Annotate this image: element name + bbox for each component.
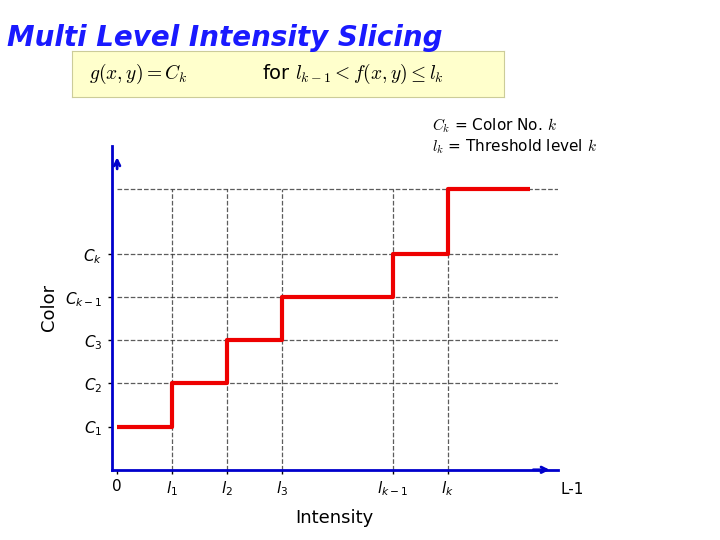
Text: $C_k$ = Color No. $k$: $C_k$ = Color No. $k$: [432, 116, 557, 134]
Text: for $l_{k-1} < f(x, y) \leq l_k$: for $l_{k-1} < f(x, y) \leq l_k$: [262, 62, 444, 86]
Text: L-1: L-1: [561, 482, 584, 497]
Text: $g(x, y) = C_k$: $g(x, y) = C_k$: [89, 62, 188, 86]
Y-axis label: Color: Color: [40, 284, 58, 332]
Text: Multi Level Intensity Slicing: Multi Level Intensity Slicing: [7, 24, 443, 52]
Text: $l_k$ = Threshold level $k$: $l_k$ = Threshold level $k$: [432, 138, 597, 156]
X-axis label: Intensity: Intensity: [296, 509, 374, 526]
